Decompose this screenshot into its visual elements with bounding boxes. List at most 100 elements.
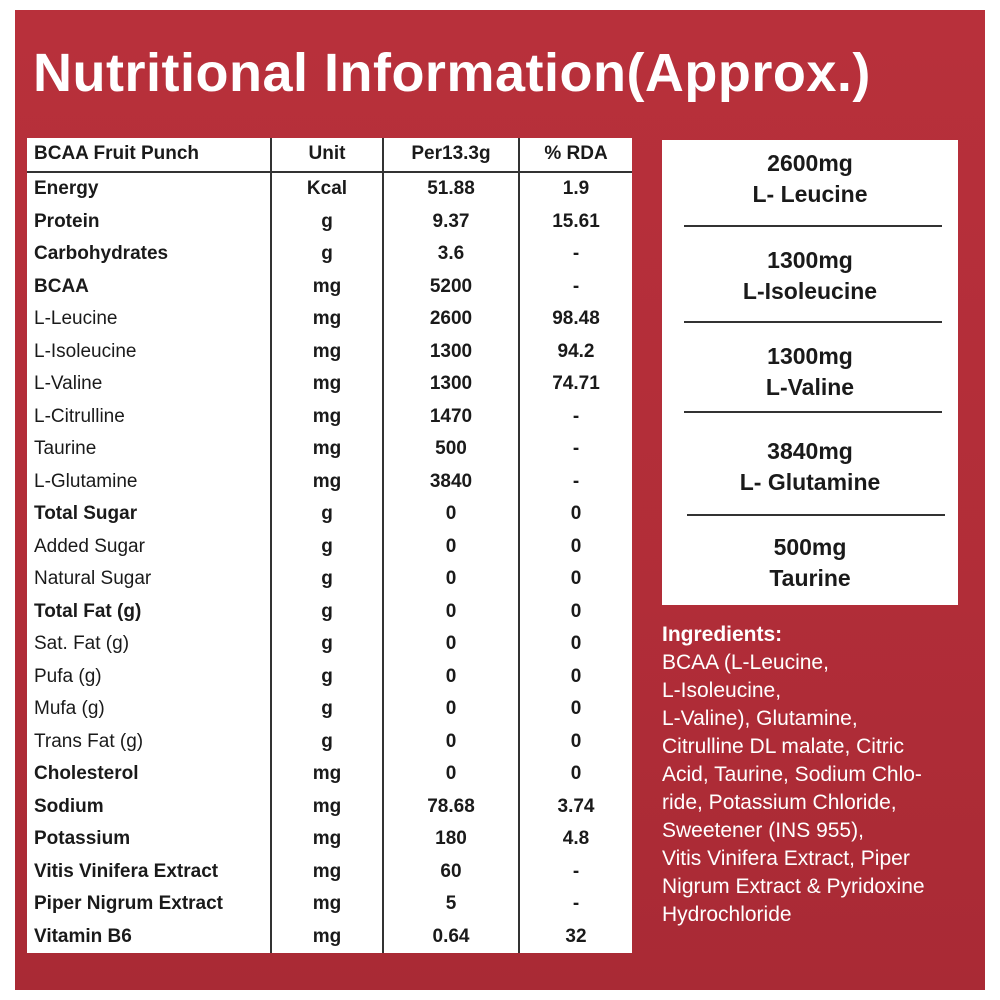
table-row: Mufa (g) g 0 0 (27, 693, 632, 726)
nutrient-per-serving: 0 (382, 693, 519, 726)
nutrient-rda: - (518, 433, 632, 466)
nutrient-name: Potassium (34, 828, 131, 849)
table-row: L-Isoleucine mg 1300 94.2 (27, 335, 632, 368)
nutrient-name: Pufa (g) (34, 665, 102, 687)
nutrient-rda: - (518, 888, 632, 921)
nutrient-per-serving: 0.64 (382, 920, 519, 953)
amount-label: L-Isoleucine (742, 278, 878, 304)
divider (687, 514, 945, 516)
nutrient-name: Trans Fat (g) (34, 730, 144, 752)
nutrient-per-serving: 0 (382, 498, 519, 531)
table-row: Vitis Vinifera Extract mg 60- (27, 855, 632, 888)
nutrient-name: Added Sugar (34, 535, 145, 557)
nutrient-per-serving: 500 (382, 433, 519, 466)
table-row: Energy Kcal 51.88 1.9 (27, 172, 632, 206)
nutrient-unit: g (270, 725, 383, 758)
nutrient-unit: g (270, 693, 383, 726)
nutrient-rda: - (518, 270, 632, 303)
nutrient-name: Cholesterol (34, 763, 139, 784)
amount-value: 500mg (773, 534, 847, 560)
nutrient-rda: 0 (518, 758, 632, 791)
nutrient-unit: mg (270, 335, 383, 368)
ingredients-line: Sweetener (INS 955), (662, 819, 864, 842)
nutrient-name: Total Sugar (34, 503, 138, 524)
table-row: Pufa (g) g 0 0 (27, 660, 632, 693)
table-row: Trans Fat (g) g 0 0 (27, 725, 632, 758)
table-row: L-Valine mg 1300 74.71 (27, 368, 632, 401)
nutrient-rda: 4.8 (518, 823, 632, 856)
table-row: BCAA mg 5200- (27, 270, 632, 303)
table-row: Sat. Fat (g) g 0 0 (27, 628, 632, 661)
nutrient-name: Natural Sugar (34, 568, 152, 589)
table-body: Energy Kcal 51.88 1.9 Protein g 9.37 15.61 Carbo… (27, 172, 632, 953)
nutrient-per-serving: 0 (382, 530, 519, 563)
nutrient-rda: 0 (518, 693, 632, 726)
nutrient-rda: 3.74 (518, 790, 632, 823)
header-unit: Unit (270, 138, 383, 173)
nutrient-unit: mg (270, 920, 383, 953)
nutrient-per-serving: 1470 (382, 400, 519, 433)
amount-label: Taurine (769, 565, 851, 591)
nutrient-per-serving: 51.88 (382, 172, 519, 206)
nutrient-unit: mg (270, 758, 383, 791)
ingredients-line: L-Isoleucine, (662, 679, 782, 702)
ingredients-section: Ingredients: BCAA (L-Leucine, L-Isoleuci… (662, 621, 982, 929)
nutrient-name: Total Fat (g) (34, 600, 142, 622)
nutrient-per-serving: 5 (382, 888, 519, 921)
amount-value: 1300mg (767, 247, 853, 273)
nutrient-rda: 32 (518, 920, 632, 953)
divider (684, 411, 942, 413)
nutrient-rda: 94.2 (518, 335, 632, 368)
nutrient-per-serving: 2600 (382, 303, 519, 336)
nutrient-rda: 0 (518, 563, 632, 596)
nutrient-unit: mg (270, 270, 383, 303)
nutrient-unit: mg (270, 303, 383, 336)
nutrient-name: Sodium (34, 795, 104, 817)
nutrient-name: Protein (34, 210, 100, 232)
nutrient-unit: mg (270, 368, 383, 401)
nutrient-per-serving: 3840 (382, 465, 519, 498)
nutrient-name: Mufa (g) (34, 698, 105, 719)
nutrient-unit: mg (270, 465, 383, 498)
nutrient-rda: 0 (518, 530, 632, 563)
nutrient-unit: mg (270, 433, 383, 466)
ingredients-line: Hydrochloride (662, 903, 792, 926)
table-row: Vitamin B6 mg 0.64 32 (27, 920, 632, 953)
amount-value: 3840mg (767, 438, 853, 464)
nutrient-per-serving: 9.37 (382, 205, 519, 238)
nutrient-name: Vitis Vinifera Extract (34, 860, 219, 882)
table-row: L-Citrulline mg 1470- (27, 400, 632, 433)
ingredients-line: BCAA (L-Leucine, (662, 651, 829, 674)
divider (684, 225, 942, 227)
amount-block: 3840mg L- Glutamine (662, 436, 958, 498)
table-row: Total Sugar g 0 0 (27, 498, 632, 531)
ingredients-line: Citrulline DL malate, Citric (662, 735, 904, 758)
nutrient-rda: 74.71 (518, 368, 632, 401)
nutrient-unit: mg (270, 790, 383, 823)
nutrient-rda: 0 (518, 595, 632, 628)
ingredients-line: Nigrum Extract & Pyridoxine (662, 875, 925, 898)
amount-label: L- Glutamine (739, 469, 881, 495)
nutrient-unit: g (270, 660, 383, 693)
nutrient-unit: g (270, 238, 383, 271)
nutrient-rda: - (518, 400, 632, 433)
nutrient-per-serving: 180 (382, 823, 519, 856)
amount-block: 500mg Taurine (662, 532, 958, 594)
nutrient-name: L-Glutamine (34, 470, 138, 492)
nutrient-name: Energy (34, 178, 99, 199)
nutrient-per-serving: 0 (382, 628, 519, 661)
table-row: Sodium mg 78.68 3.74 (27, 790, 632, 823)
nutrient-unit: g (270, 498, 383, 531)
nutrient-unit: mg (270, 888, 383, 921)
nutrient-per-serving: 1300 (382, 335, 519, 368)
table-row: Piper Nigrum Extract mg 5- (27, 888, 632, 921)
ingredients-line: Acid, Taurine, Sodium Chlo- (662, 763, 922, 786)
table-row: Taurine mg 500- (27, 433, 632, 466)
nutrient-per-serving: 5200 (382, 270, 519, 303)
table-header-row: BCAA Fruit Punch Unit Per13.3g % RDA (27, 138, 632, 173)
nutrient-per-serving: 78.68 (382, 790, 519, 823)
nutrient-rda: - (518, 238, 632, 271)
nutrient-unit: g (270, 530, 383, 563)
nutrient-name: Sat. Fat (g) (34, 633, 130, 654)
nutrient-per-serving: 0 (382, 725, 519, 758)
